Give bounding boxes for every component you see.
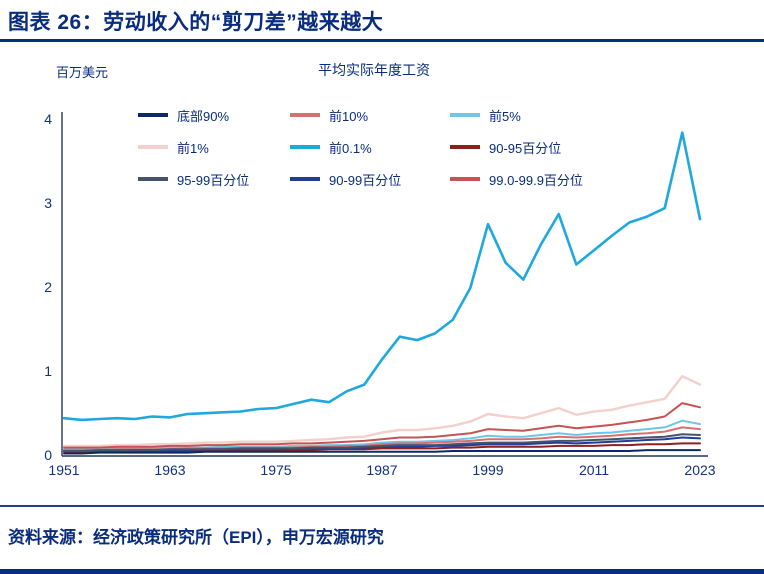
series-line-top-1 xyxy=(62,375,702,448)
legend-label: 99.0-99.9百分位 xyxy=(489,172,583,188)
legend-label: 前1% xyxy=(177,140,209,156)
x-axis-labels: 1951 1963 1975 1987 1999 2011 2023 xyxy=(0,462,764,482)
legend-label: 前10% xyxy=(329,108,369,124)
y-axis-tick-label: 3 xyxy=(44,195,52,211)
source-note: 资料来源：经济政策研究所（EPI），申万宏源研究 xyxy=(8,528,384,547)
legend-label: 95-99百分位 xyxy=(177,172,250,188)
x-axis-tick-label: 1963 xyxy=(154,462,186,478)
footer-divider-rule xyxy=(0,505,764,507)
legend-swatch-top-1 xyxy=(138,145,168,149)
x-axis-tick-label: 1987 xyxy=(366,462,398,478)
legend-item-p90-95: 90-95百分位 xyxy=(450,138,650,156)
legend-item-top-1: 前1% xyxy=(138,138,290,156)
legend-swatch-top-0-1 xyxy=(290,145,320,149)
x-axis-tick-label: 1999 xyxy=(472,462,504,478)
legend-item-p99-0-99-9: 99.0-99.9百分位 xyxy=(450,170,650,188)
page-title: 图表 26：劳动收入的“剪刀差”越来越大 xyxy=(8,11,384,34)
chart-legend: 底部90% 前10% 前5% 前1% 前0.1% 90-95百分位 95-99百分位 90-9… xyxy=(138,106,650,188)
y-axis-labels: 0 1 2 3 4 xyxy=(12,0,52,574)
series-line-p95-99 xyxy=(63,433,701,452)
series-line-p99-0-99-9 xyxy=(63,402,701,449)
legend-label: 前0.1% xyxy=(329,140,372,156)
title-divider-rule xyxy=(0,39,764,42)
x-axis-tick-label: 2011 xyxy=(578,462,610,478)
series-line-bottom-90 xyxy=(63,449,701,455)
bottom-accent-bar xyxy=(0,569,764,574)
legend-label: 前5% xyxy=(489,108,521,124)
y-axis-tick-label: 4 xyxy=(44,111,52,127)
legend-label: 90-95百分位 xyxy=(489,140,562,156)
legend-item-bottom-90: 底部90% xyxy=(138,106,290,124)
legend-item-p90-99: 90-99百分位 xyxy=(290,170,450,188)
legend-swatch-top-5 xyxy=(450,113,480,117)
y-axis-tick-label: 2 xyxy=(44,279,52,295)
y-axis-tick-label: 1 xyxy=(44,363,52,379)
legend-item-top-5: 前5% xyxy=(450,106,650,124)
legend-item-p95-99: 95-99百分位 xyxy=(138,170,290,188)
legend-item-top-0-1: 前0.1% xyxy=(290,138,450,156)
series-line-top-0-1 xyxy=(62,131,702,422)
legend-swatch-p95-99 xyxy=(138,177,168,181)
legend-swatch-bottom-90 xyxy=(138,113,168,117)
series-line-top-5 xyxy=(63,419,701,451)
x-axis-tick-label: 1975 xyxy=(260,462,292,478)
y-axis-unit-label: 百万美元 xyxy=(56,65,109,80)
x-axis-tick-label: 1951 xyxy=(48,462,80,478)
legend-swatch-p99-0-99-9 xyxy=(450,177,480,181)
chart-subtitle: 平均实际年度工资 xyxy=(318,62,430,78)
legend-swatch-top-10 xyxy=(290,113,320,117)
legend-label: 90-99百分位 xyxy=(329,172,402,188)
x-axis-tick-label: 2023 xyxy=(684,462,716,478)
legend-item-top-10: 前10% xyxy=(290,106,450,124)
legend-swatch-p90-95 xyxy=(450,145,480,149)
legend-swatch-p90-99 xyxy=(290,177,320,181)
y-axis-tick-label: 0 xyxy=(44,447,52,463)
legend-label: 底部90% xyxy=(177,108,230,124)
